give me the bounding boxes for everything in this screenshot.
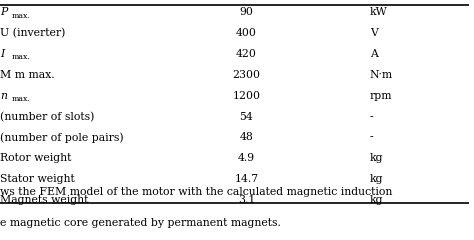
Text: M m max.: M m max. xyxy=(0,70,55,80)
Text: 3.1: 3.1 xyxy=(238,195,255,205)
Text: -: - xyxy=(370,112,374,122)
Text: 54: 54 xyxy=(239,112,254,122)
Text: 1200: 1200 xyxy=(232,91,261,101)
Text: rpm: rpm xyxy=(370,91,392,101)
Text: 420: 420 xyxy=(236,49,257,59)
Text: Stator weight: Stator weight xyxy=(0,174,75,184)
Text: Magnets weight: Magnets weight xyxy=(0,195,88,205)
Text: max.: max. xyxy=(12,53,31,61)
Text: 14.7: 14.7 xyxy=(235,174,258,184)
Text: A: A xyxy=(370,49,378,59)
Text: Rotor weight: Rotor weight xyxy=(0,153,72,163)
Text: kW: kW xyxy=(370,7,387,17)
Text: kg: kg xyxy=(370,174,383,184)
Text: N·m: N·m xyxy=(370,70,393,80)
Text: kg: kg xyxy=(370,153,383,163)
Text: (number of pole pairs): (number of pole pairs) xyxy=(0,132,124,143)
Text: 400: 400 xyxy=(236,28,257,38)
Text: e magnetic core generated by permanent magnets.: e magnetic core generated by permanent m… xyxy=(0,218,281,228)
Text: 4.9: 4.9 xyxy=(238,153,255,163)
Text: kg: kg xyxy=(370,195,383,205)
Text: 2300: 2300 xyxy=(232,70,261,80)
Text: I: I xyxy=(0,49,4,59)
Text: 90: 90 xyxy=(239,7,254,17)
Text: max.: max. xyxy=(12,95,31,103)
Text: (number of slots): (number of slots) xyxy=(0,112,94,122)
Text: 48: 48 xyxy=(239,132,254,143)
Text: ws the FEM model of the motor with the calculated magnetic induction: ws the FEM model of the motor with the c… xyxy=(0,187,392,197)
Text: -: - xyxy=(370,132,374,143)
Text: U (inverter): U (inverter) xyxy=(0,28,65,38)
Text: P: P xyxy=(0,7,8,17)
Text: max.: max. xyxy=(12,12,31,19)
Text: n: n xyxy=(0,91,7,101)
Text: V: V xyxy=(370,28,378,38)
